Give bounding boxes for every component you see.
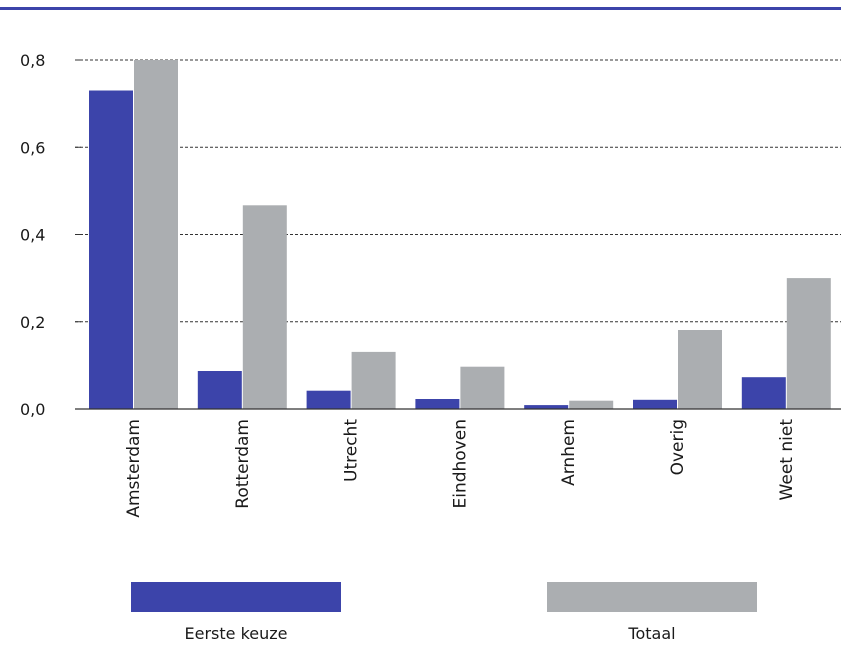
legend-item-totaal: Totaal <box>547 582 757 643</box>
bar-eerste-keuze-arnhem <box>524 405 569 409</box>
y-tick-labels: 0,0 0,2 0,4 0,6 0,8 <box>20 51 45 419</box>
x-tick-label-arnhem: Arnhem <box>559 419 579 486</box>
x-axis <box>75 59 841 410</box>
gridlines <box>75 59 841 323</box>
x-tick-label-overig: Overig <box>668 419 688 475</box>
bar-eerste-keuze-overig <box>633 399 677 409</box>
bar-eerste-keuze-weet-niet <box>741 377 786 409</box>
legend-swatch-eerste-keuze <box>131 582 341 612</box>
y-tick-label: 0,4 <box>20 226 45 245</box>
x-tick-label-weet-niet: Weet niet <box>777 419 797 501</box>
legend-swatch-totaal <box>547 582 757 612</box>
x-tick-label-utrecht: Utrecht <box>342 419 362 482</box>
bar-totaal-arnhem <box>569 400 614 409</box>
bar-totaal-weet-niet <box>786 278 831 409</box>
legend-label-eerste-keuze: Eerste keuze <box>184 624 288 643</box>
x-tick-labels: Amsterdam Rotterdam Utrecht Eindhoven Arnhem… <box>124 419 797 518</box>
bar-chart: 0,0 0,2 0,4 0,6 0,8 Amsterdam Rotterdam Utrech… <box>20 51 841 518</box>
bar-eerste-keuze-rotterdam <box>197 371 242 409</box>
bars <box>89 60 831 409</box>
bar-totaal-eindhoven <box>460 366 505 409</box>
bar-eerste-keuze-utrecht <box>306 390 351 409</box>
bar-totaal-overig <box>678 330 722 409</box>
bar-eerste-keuze-amsterdam <box>89 90 133 409</box>
bar-eerste-keuze-eindhoven <box>415 399 460 409</box>
y-tick-label: 0,2 <box>20 313 45 332</box>
legend-item-eerste-keuze: Eerste keuze <box>131 582 341 643</box>
x-tick-label-rotterdam: Rotterdam <box>233 419 253 509</box>
y-tick-label: 0,0 <box>20 400 45 419</box>
bar-totaal-amsterdam <box>134 60 178 409</box>
header-rule <box>0 7 841 10</box>
x-tick-label-eindhoven: Eindhoven <box>450 419 470 509</box>
x-tick-label-amsterdam: Amsterdam <box>124 419 144 518</box>
legend-label-totaal: Totaal <box>628 624 676 643</box>
bar-totaal-rotterdam <box>242 205 287 409</box>
y-tick-label: 0,8 <box>20 51 45 70</box>
y-tick-label: 0,6 <box>20 138 45 157</box>
bar-totaal-utrecht <box>351 351 396 409</box>
